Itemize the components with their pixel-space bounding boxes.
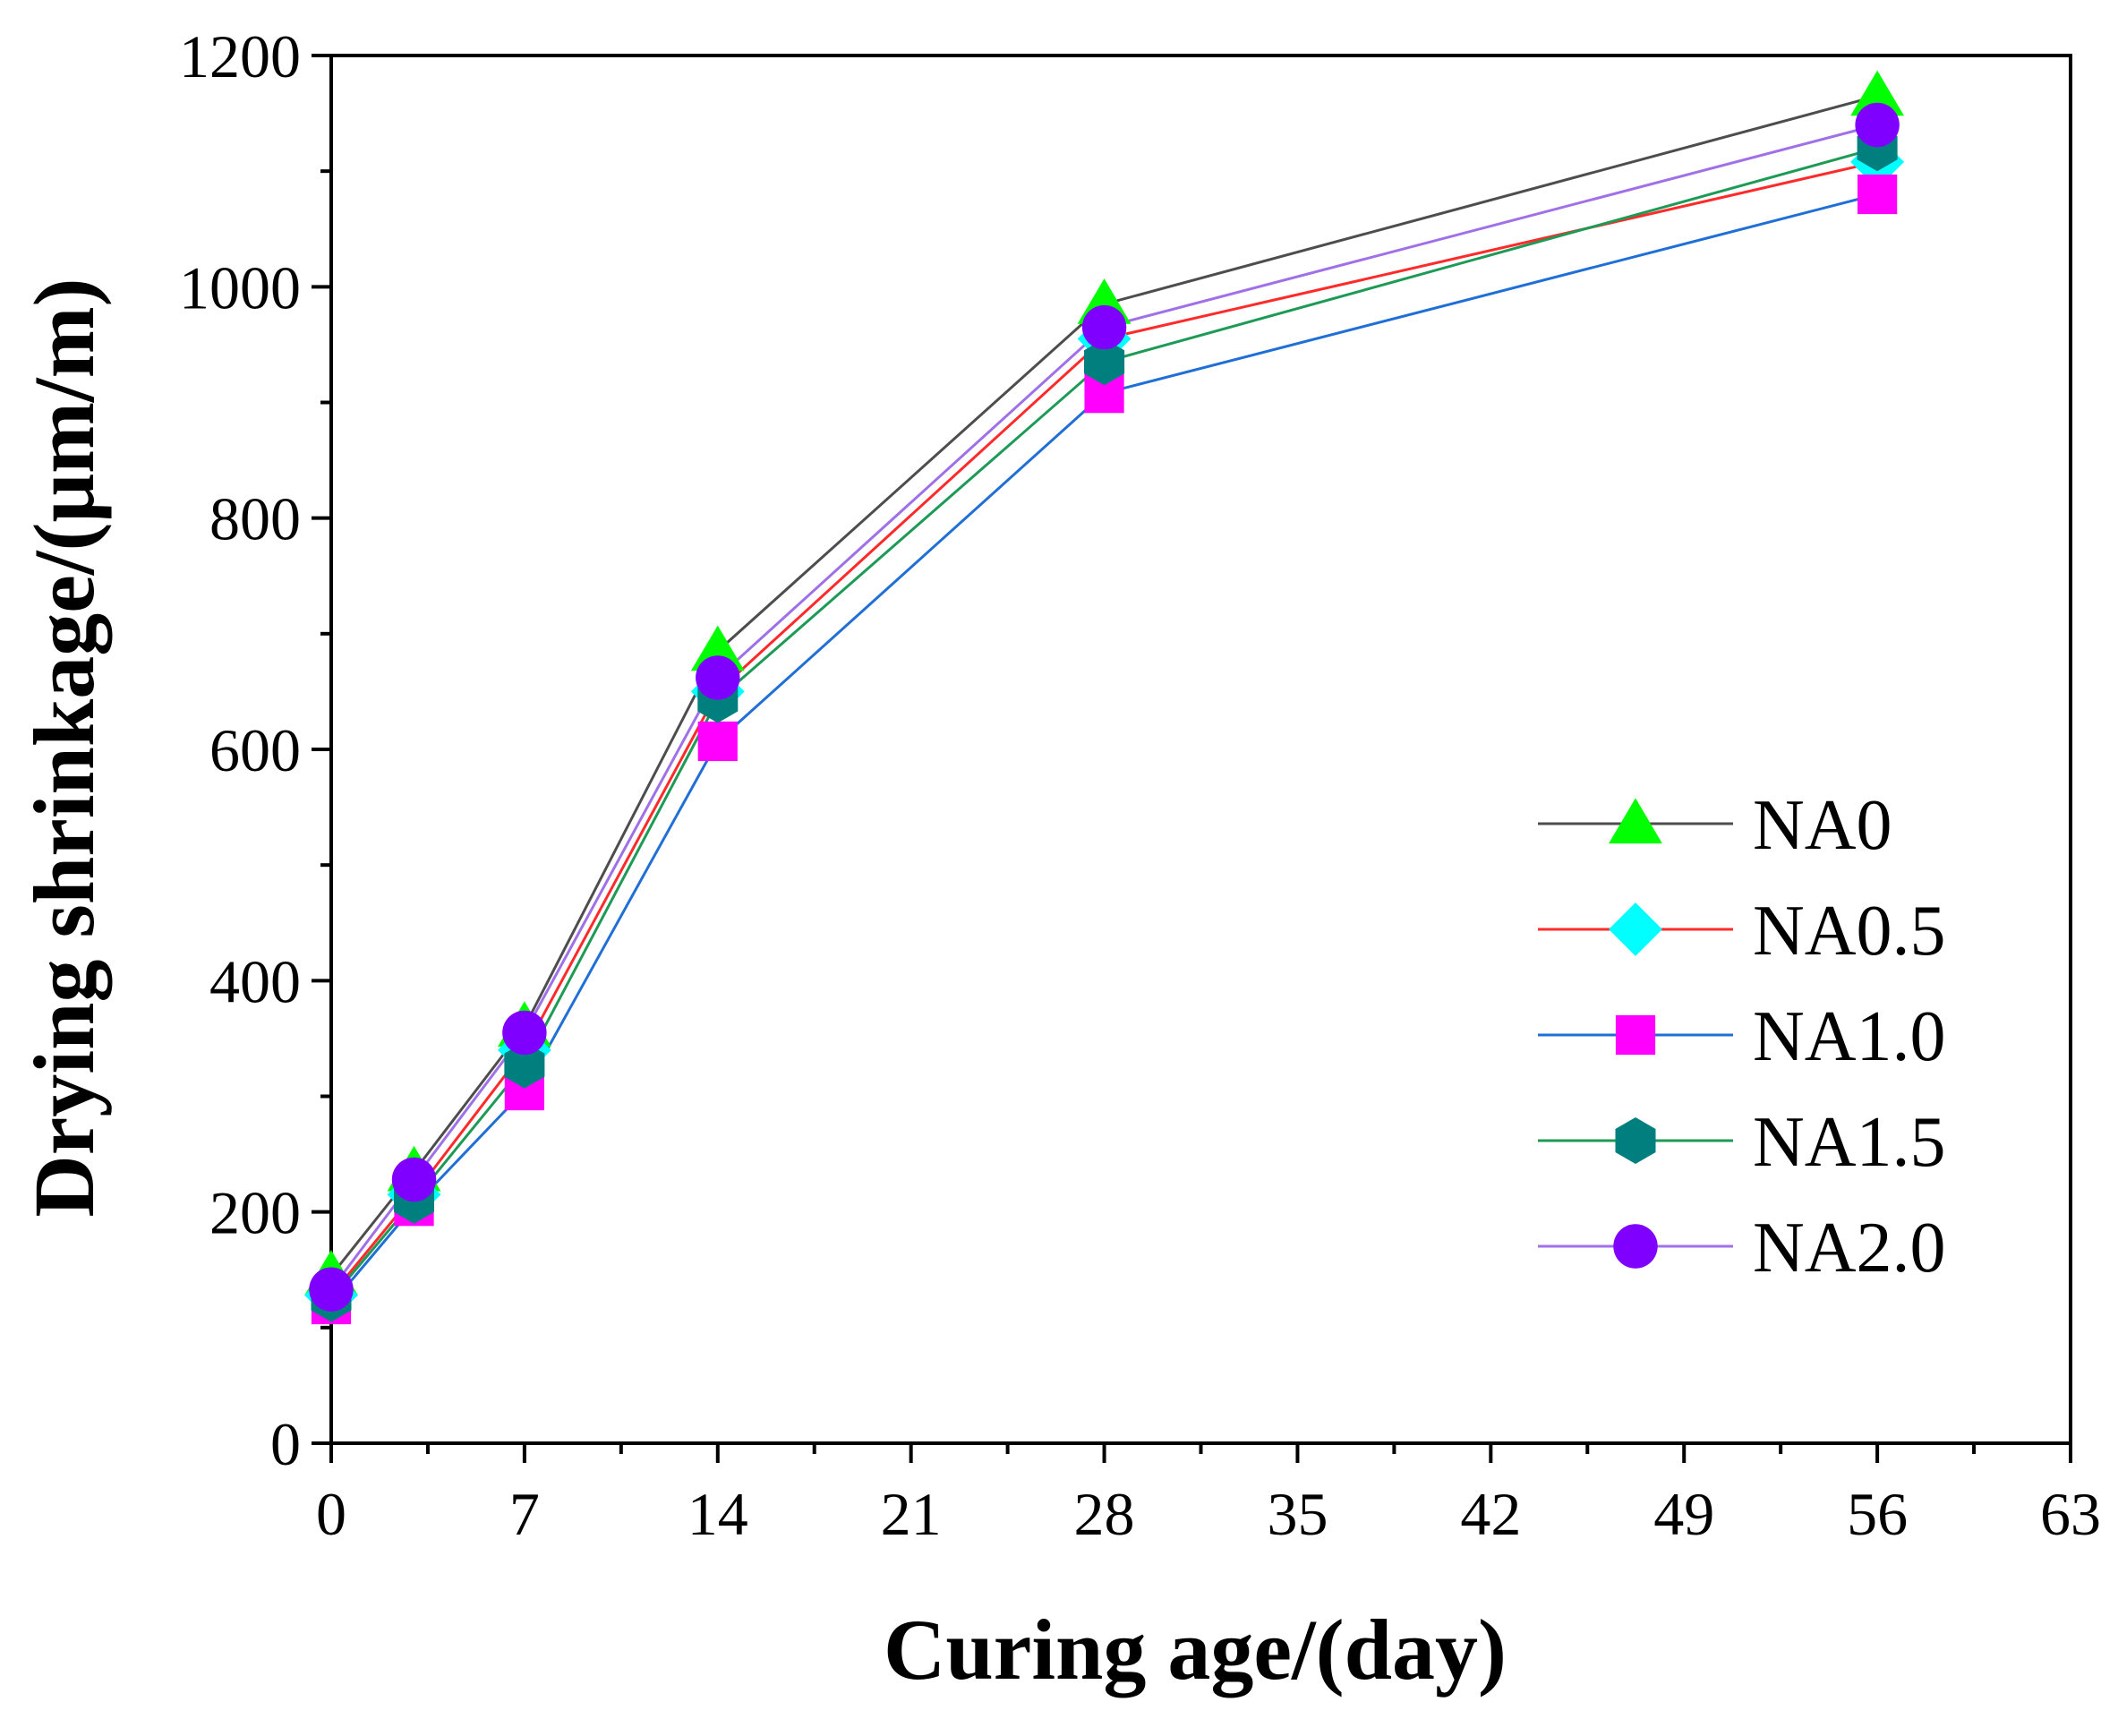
y-axis-ticks: 0 200 400 600 800 1000 1200 [179,22,331,1478]
y-tick-label: 1200 [179,22,301,90]
data-point-na2-0 [309,1267,354,1312]
series-line-na0 [329,94,1878,1277]
data-point-na0 [690,625,745,671]
legend-marker [1615,1014,1656,1056]
legend-marker [1609,798,1662,844]
legend-label: NA1.5 [1753,1103,1946,1182]
y-axis-title: Drying shrinkage/(μm/m) [16,278,112,1217]
legend-label: NA0 [1753,786,1892,865]
legend-marker [1615,1117,1656,1164]
legend: NA0 NA0.5 NA1.0 NA1.5 NA2.0 [1538,786,1946,1287]
y-tick-label: 1000 [179,253,301,321]
x-axis-title: Curing age/(day) [884,1602,1507,1698]
data-point-na2-0 [1081,304,1127,350]
data-point-na2-0 [696,655,740,700]
data-point-na1-5 [504,1041,545,1089]
legend-item-na2-0: NA2.0 [1538,1209,1946,1287]
data-point-na2-0 [391,1157,437,1202]
y-tick-label: 400 [209,947,301,1015]
x-tick-label: 7 [509,1480,540,1548]
y-tick-label: 800 [209,485,301,553]
data-point-na1-5 [1084,338,1125,386]
x-tick-label: 56 [1847,1480,1908,1548]
legend-marker [1613,1224,1658,1269]
x-tick-label: 35 [1267,1480,1328,1548]
x-tick-label: 21 [881,1480,942,1548]
data-point-na2-0 [1855,102,1900,148]
legend-item-na0: NA0 [1538,786,1892,865]
legend-label: NA0.5 [1753,892,1946,971]
y-tick-label: 200 [209,1179,301,1247]
y-tick-label: 600 [209,716,301,784]
data-point-na1-0 [697,721,738,762]
y-tick-label: 0 [270,1410,301,1478]
legend-item-na1-5: NA1.5 [1538,1103,1946,1182]
series-markers [304,70,1905,1325]
x-tick-label: 14 [687,1480,748,1548]
legend-item-na0-5: NA0.5 [1538,892,1946,971]
x-tick-label: 0 [316,1480,346,1548]
legend-label: NA2.0 [1753,1209,1946,1287]
x-tick-label: 63 [2040,1480,2101,1548]
data-point-na1-0 [1858,174,1898,215]
data-point-na0 [1850,70,1905,116]
x-tick-label: 28 [1074,1480,1135,1548]
x-tick-label: 42 [1460,1480,1521,1548]
x-axis-ticks: 0 7 14 21 28 35 42 49 56 63 [316,1443,2101,1548]
data-point-na2-0 [502,1010,547,1056]
legend-marker [1609,902,1662,956]
x-tick-label: 49 [1653,1480,1714,1548]
legend-label: NA1.0 [1753,997,1946,1076]
legend-item-na1-0: NA1.0 [1538,997,1946,1076]
